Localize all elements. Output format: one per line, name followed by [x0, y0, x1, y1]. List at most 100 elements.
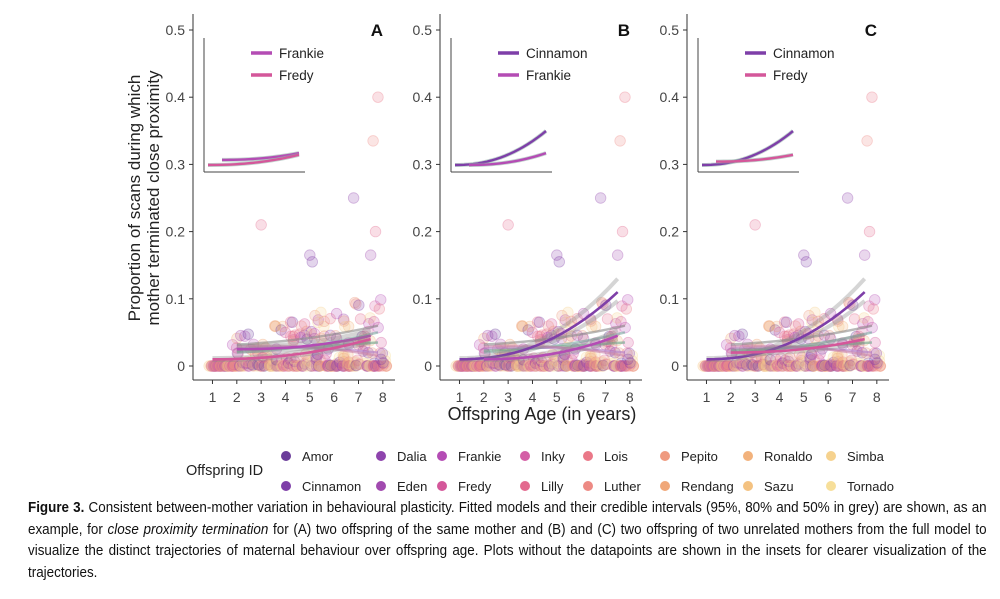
data-point [459, 360, 472, 372]
data-point [764, 360, 776, 372]
data-point [792, 358, 805, 370]
data-point [308, 360, 320, 372]
y-tick-label: 0.5 [166, 22, 186, 38]
data-point [513, 360, 525, 372]
data-point [712, 360, 724, 372]
data-point [264, 360, 276, 372]
data-point [209, 360, 221, 372]
data-point [528, 360, 540, 372]
data-point [816, 360, 828, 372]
data-point [455, 360, 467, 372]
data-point [331, 358, 343, 371]
data-point [227, 360, 240, 372]
data-point [292, 360, 304, 372]
data-point [450, 360, 462, 372]
data-point [589, 360, 602, 372]
legend-item-label: Simba [847, 449, 885, 464]
y-tick-label: 0.3 [413, 156, 433, 172]
data-point [465, 360, 477, 372]
data-point [482, 329, 494, 342]
data-point [276, 360, 288, 372]
data-point [582, 358, 595, 370]
data-point [777, 360, 789, 372]
data-point [724, 360, 737, 372]
data-point [548, 354, 561, 367]
data-point [502, 219, 514, 231]
data-point [269, 320, 281, 332]
data-point [866, 360, 879, 372]
data-point [353, 358, 366, 370]
data-point [544, 360, 557, 372]
data-point [778, 316, 791, 328]
data-point [577, 360, 590, 372]
data-point [857, 360, 870, 372]
y-tick-label: 0.5 [660, 22, 680, 38]
x-tick-label: 3 [257, 389, 265, 405]
data-point [525, 360, 537, 372]
data-point [337, 360, 350, 372]
data-point [556, 309, 568, 322]
data-point [461, 360, 474, 372]
data-point [622, 353, 634, 366]
data-point [768, 360, 780, 372]
data-point [829, 358, 842, 370]
data-point [745, 360, 757, 372]
data-point [289, 360, 302, 372]
data-point [456, 360, 468, 372]
fitted-line [483, 344, 626, 358]
data-point [708, 360, 721, 372]
data-point [290, 360, 303, 372]
data-point [758, 360, 770, 372]
data-point [333, 351, 346, 364]
inset-fit-frankie [468, 151, 547, 167]
data-point [205, 360, 218, 372]
data-point [209, 360, 221, 372]
data-point [608, 360, 620, 372]
data-point [749, 219, 761, 231]
data-point [572, 360, 585, 372]
data-point [467, 360, 479, 372]
fitted-line [236, 324, 379, 346]
data-point [562, 306, 574, 319]
data-point [585, 360, 598, 372]
data-point [600, 358, 613, 370]
data-point [841, 360, 854, 372]
data-point [710, 360, 722, 372]
data-point [536, 360, 548, 372]
inset-legend-label: Frankie [526, 68, 571, 83]
data-point [614, 135, 626, 147]
credible-band [236, 337, 372, 354]
data-point [278, 360, 290, 372]
x-tick-label: 5 [553, 389, 561, 405]
data-point [723, 360, 736, 372]
data-point [777, 360, 789, 372]
data-point [214, 360, 227, 372]
data-point [825, 360, 838, 372]
data-point [572, 359, 584, 372]
data-point [713, 360, 725, 372]
inset-fit-fredy [715, 153, 794, 163]
data-point [380, 360, 392, 372]
data-point [511, 360, 523, 372]
data-point [281, 360, 293, 372]
data-point [277, 358, 289, 371]
data-point [517, 360, 529, 372]
legend-dot [583, 451, 593, 461]
data-point [620, 303, 632, 315]
data-point [489, 360, 501, 372]
data-point [453, 360, 465, 372]
data-point [229, 360, 242, 372]
data-point [247, 359, 259, 371]
data-point [362, 360, 374, 372]
data-point [703, 360, 715, 372]
inset-background [451, 38, 552, 172]
data-point [792, 318, 805, 330]
data-point [699, 360, 712, 372]
data-point [379, 349, 392, 362]
legend-dot [281, 481, 291, 491]
data-point [745, 358, 758, 371]
data-point [720, 360, 733, 372]
data-point [286, 316, 299, 328]
data-point [813, 354, 825, 366]
data-point [367, 360, 380, 372]
